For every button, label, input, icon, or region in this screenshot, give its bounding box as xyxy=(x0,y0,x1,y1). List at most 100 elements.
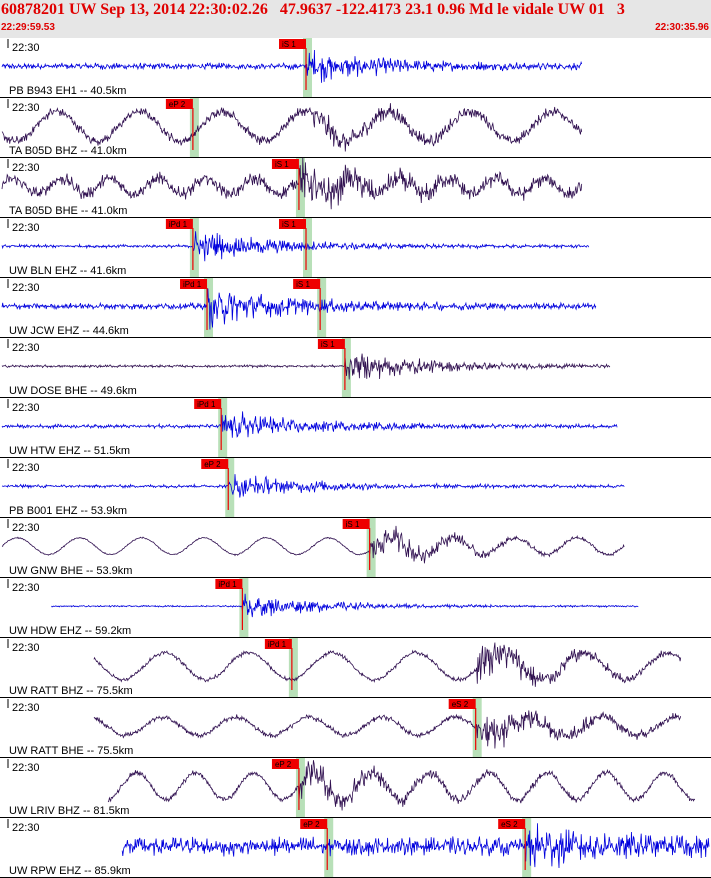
pick-window xyxy=(225,458,235,518)
trace-row: eP 2 22:30 PB B001 EHZ -- 53.9km xyxy=(0,458,711,518)
trace-row: iPd 1 iS 1 22:30 UW BLN EHZ -- 41.6km xyxy=(0,218,711,278)
time-tick-label: 22:30 xyxy=(12,462,40,474)
pick-box xyxy=(180,279,208,289)
pick-box xyxy=(165,99,193,109)
trace-row: eP 2 eS 2 22:30 UW RPW EHZ -- 85.9km xyxy=(0,818,711,878)
time-tick-label: 22:30 xyxy=(12,582,40,594)
time-tick-label: 22:30 xyxy=(12,162,40,174)
time-tick-label: 22:30 xyxy=(12,102,40,114)
pick-window xyxy=(204,278,214,338)
pick-box xyxy=(300,819,328,829)
end-time: 22:30:35.96 xyxy=(655,22,709,33)
time-tick-label: 22:30 xyxy=(12,402,40,414)
pick-window xyxy=(522,818,532,878)
station-label: TA B05D BHE -- 41.0km xyxy=(9,205,127,217)
pick-box xyxy=(201,459,229,469)
station-label: UW BLN EHZ -- 41.6km xyxy=(9,265,126,277)
time-tick-label: 22:30 xyxy=(12,522,40,534)
trace-line xyxy=(93,642,682,687)
station-label: UW RPW EHZ -- 85.9km xyxy=(9,865,131,877)
pick-window xyxy=(303,38,313,98)
pick-window xyxy=(366,518,376,578)
trace-line xyxy=(1,525,625,564)
station-label: PB B943 EH1 -- 40.5km xyxy=(9,85,126,97)
pick-box xyxy=(279,219,307,229)
trace-row: iPd 1 22:30 UW HDW EHZ -- 59.2km xyxy=(0,578,711,638)
pick-box xyxy=(264,639,292,649)
time-tick-label: 22:30 xyxy=(12,642,40,654)
trace-line xyxy=(1,353,611,380)
station-label: UW LRIV BHZ -- 81.5km xyxy=(9,805,129,817)
trace-line xyxy=(1,411,618,438)
station-label: UW RATT BHE -- 75.5km xyxy=(9,745,133,757)
pick-label: iPd 1 xyxy=(197,400,216,409)
station-label: UW RATT BHZ -- 75.5km xyxy=(9,685,133,697)
trace-row: iS 1 22:30 TA B05D BHE -- 41.0km xyxy=(0,157,711,218)
trace-line xyxy=(107,760,696,811)
time-tick-label: 22:30 xyxy=(12,762,40,774)
start-time: 22:29:59.53 xyxy=(1,22,55,33)
trace-row: iPd 1 iS 1 22:30 UW JCW EHZ -- 44.6km xyxy=(0,278,711,338)
trace-line xyxy=(1,157,583,210)
trace-row: iS 1 22:30 PB B943 EH1 -- 40.5km xyxy=(0,38,711,98)
pick-label: eP 2 xyxy=(275,760,292,769)
station-label: UW DOSE BHE -- 49.6km xyxy=(9,385,137,397)
pick-label: eP 2 xyxy=(204,460,221,469)
trace-row: iPd 1 22:30 UW HTW EHZ -- 51.5km xyxy=(0,398,711,458)
trace-row: eP 2 22:30 UW LRIV BHZ -- 81.5km xyxy=(0,758,711,818)
trace-line xyxy=(51,593,639,618)
pick-label: eS 2 xyxy=(501,820,518,829)
trace-row: iS 1 22:30 UW DOSE BHE -- 49.6km xyxy=(0,338,711,398)
station-label: UW HDW EHZ -- 59.2km xyxy=(9,625,131,637)
pick-label: iS 1 xyxy=(321,340,335,349)
pick-label: iPd 1 xyxy=(268,640,287,649)
pick-box xyxy=(448,699,476,709)
trace-line xyxy=(93,710,682,749)
pick-window xyxy=(341,338,351,398)
station-label: UW JCW EHZ -- 44.6km xyxy=(9,325,129,337)
pick-label: iS 1 xyxy=(296,280,310,289)
pick-window xyxy=(303,218,313,278)
time-tick-label: 22:30 xyxy=(12,702,40,714)
pick-box xyxy=(194,399,222,409)
pick-label: iPd 1 xyxy=(218,580,237,589)
trace-row: iS 1 22:30 UW GNW BHE -- 53.9km xyxy=(0,518,711,578)
pick-label: iS 1 xyxy=(282,40,296,49)
station-label: UW GNW BHE -- 53.9km xyxy=(9,565,132,577)
time-tick-label: 22:30 xyxy=(12,222,40,234)
pick-label: iPd 1 xyxy=(183,280,202,289)
pick-label: eP 2 xyxy=(169,100,186,109)
trace-line xyxy=(1,231,590,262)
pick-window xyxy=(288,638,298,698)
pick-label: eP 2 xyxy=(303,820,320,829)
pick-window xyxy=(189,98,199,158)
trace-line xyxy=(1,288,597,330)
pick-box xyxy=(498,819,526,829)
pick-box xyxy=(271,159,299,169)
station-label: PB B001 EHZ -- 53.9km xyxy=(9,505,127,517)
pick-box xyxy=(293,279,321,289)
pick-label: iPd 1 xyxy=(169,220,188,229)
pick-box xyxy=(165,219,193,229)
trace-line xyxy=(121,823,710,869)
pick-window xyxy=(239,578,249,638)
pick-window xyxy=(295,758,305,818)
trace-row: eS 2 22:30 UW RATT BHE -- 75.5km xyxy=(0,698,711,758)
seismogram-plot: iS 1 22:30 PB B943 EH1 -- 40.5km eP 2 22:30 T… xyxy=(0,38,711,878)
pick-box xyxy=(215,579,243,589)
trace-line xyxy=(1,474,625,498)
time-tick-label: 22:30 xyxy=(12,42,40,54)
pick-box xyxy=(342,519,370,529)
trace-row: iPd 1 22:30 UW RATT BHZ -- 75.5km xyxy=(0,638,711,698)
time-tick-label: 22:30 xyxy=(12,342,40,354)
station-label: TA B05D BHZ -- 41.0km xyxy=(9,145,127,157)
station-label: UW HTW EHZ -- 51.5km xyxy=(9,445,130,457)
pick-label: iS 1 xyxy=(346,520,360,529)
pick-label: eS 2 xyxy=(452,700,469,709)
trace-row: eP 2 22:30 TA B05D BHZ -- 41.0km xyxy=(0,98,711,158)
pick-label: iS 1 xyxy=(275,160,289,169)
trace-line xyxy=(1,49,583,83)
time-tick-label: 22:30 xyxy=(12,282,40,294)
pick-box xyxy=(317,339,345,349)
pick-box xyxy=(271,759,299,769)
